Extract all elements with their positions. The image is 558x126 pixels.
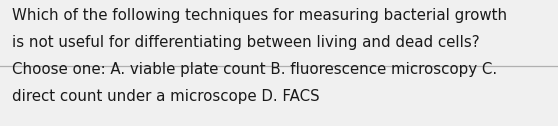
Text: is not useful for differentiating between living and dead cells?: is not useful for differentiating betwee…	[12, 35, 480, 50]
Text: direct count under a microscope D. FACS: direct count under a microscope D. FACS	[12, 89, 320, 104]
Text: Choose one: A. viable plate count B. fluorescence microscopy C.: Choose one: A. viable plate count B. flu…	[12, 62, 497, 77]
Text: Which of the following techniques for measuring bacterial growth: Which of the following techniques for me…	[12, 8, 507, 23]
